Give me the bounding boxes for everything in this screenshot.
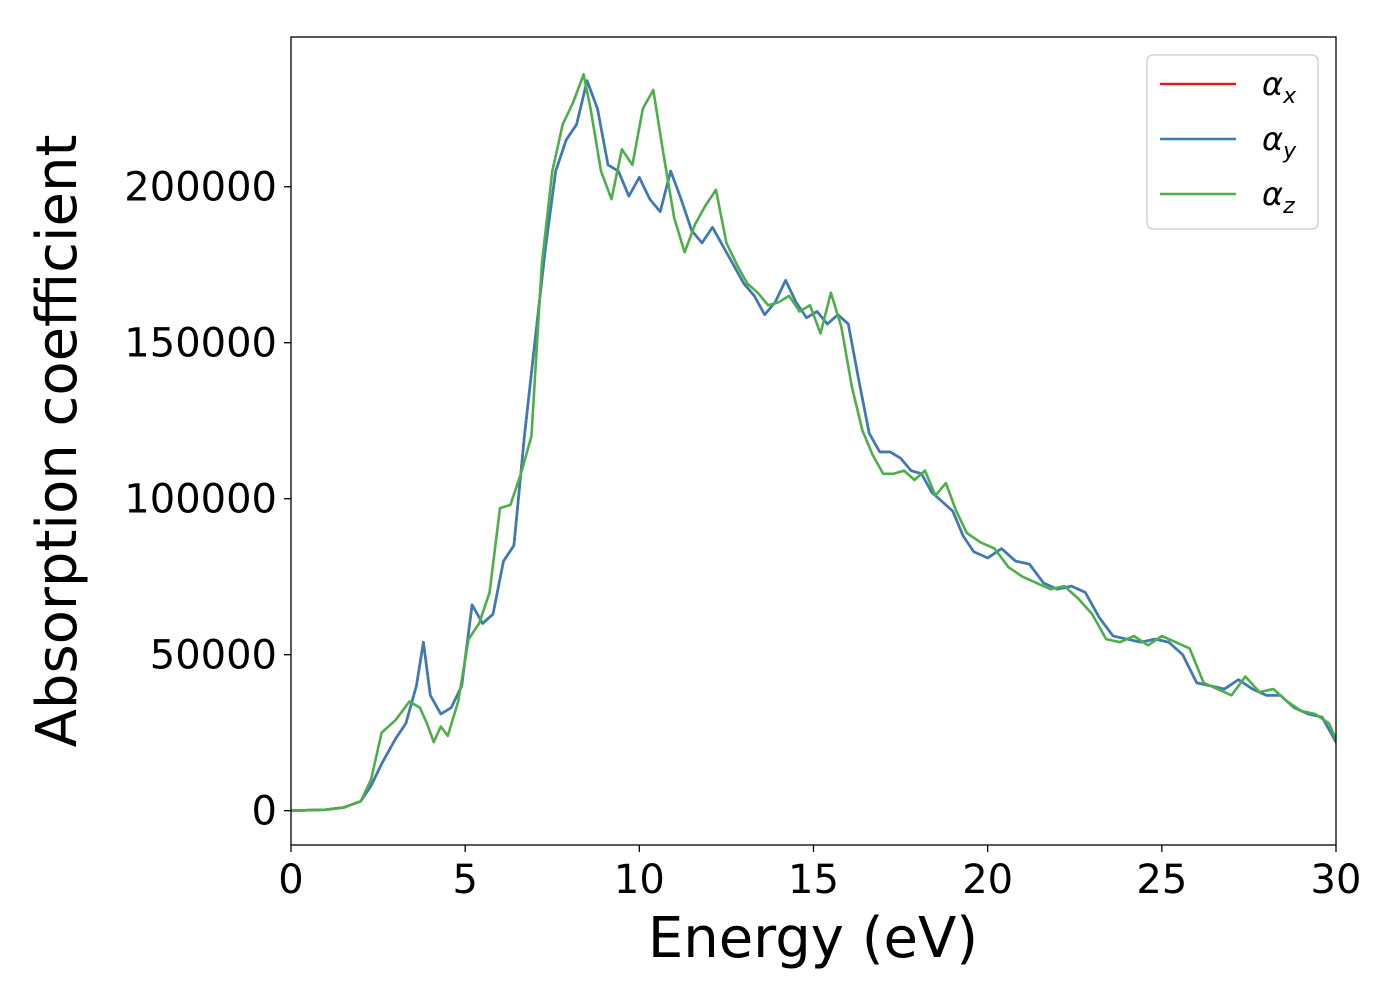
y-tick-label: 50000 — [150, 633, 277, 679]
legend-box — [1146, 54, 1319, 230]
x-tick-label: 30 — [1311, 857, 1362, 903]
legend-subscript: y — [1282, 139, 1297, 164]
legend-subscript: x — [1282, 84, 1297, 109]
x-axis-label: Energy (eV) — [648, 906, 978, 971]
legend-subscript: z — [1282, 194, 1295, 219]
y-axis: 0 50000 100000 150000 200000 — [124, 165, 291, 835]
y-axis-label: Absorption coefficient — [25, 135, 90, 748]
series-layer — [291, 73, 1336, 813]
x-axis: 0 5 10 15 20 25 30 — [278, 845, 1361, 903]
x-tick-label: 20 — [962, 857, 1013, 903]
y-tick-label: 150000 — [124, 321, 277, 367]
series-line-y — [291, 79, 1336, 813]
x-tick-label: 5 — [452, 857, 477, 903]
y-tick-label: 200000 — [124, 165, 277, 211]
y-tick-label: 0 — [252, 789, 277, 835]
series-line-z — [291, 73, 1336, 813]
x-tick-label: 25 — [1136, 857, 1187, 903]
x-tick-label: 0 — [278, 857, 303, 903]
x-tick-label: 15 — [788, 857, 839, 903]
x-tick-label: 10 — [614, 857, 665, 903]
y-tick-label: 100000 — [124, 477, 277, 523]
